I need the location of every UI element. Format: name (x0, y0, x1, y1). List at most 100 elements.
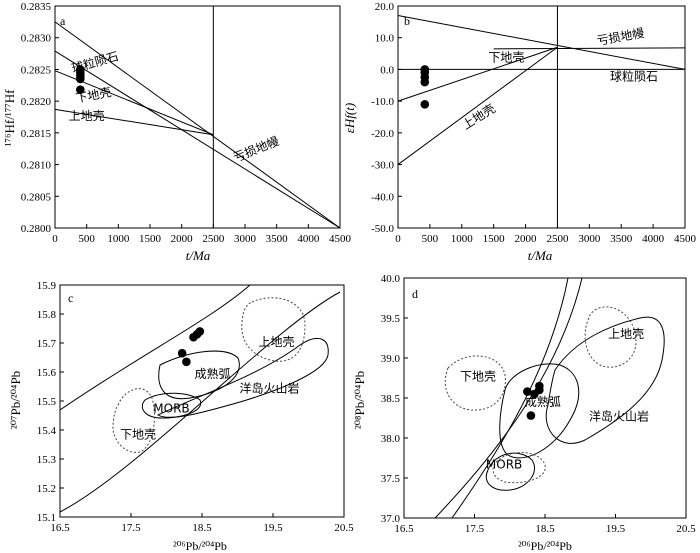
field-label: 亏损地幔 (595, 25, 645, 48)
field-label: 洋岛火山岩 (239, 380, 299, 395)
y-tick-label: 0.2800 (21, 223, 52, 235)
x-tick-label: 18.5 (535, 523, 555, 535)
panel-a-hf-isotope-chart: 0 500 1000 1500 2000 2500 3000 3500 4000 4500 0.28… (2, 1, 352, 263)
y-tick-label: 15.9 (37, 280, 57, 292)
panel-b-letter: b (404, 14, 410, 28)
field-label: 洋岛火山岩 (589, 408, 649, 423)
y-tick-label: 37.5 (381, 473, 401, 485)
y-tick-label: 15.4 (37, 425, 57, 437)
x-tick-label: 500 (422, 233, 439, 245)
panel-d-pb208-chart: 16.5 17.5 18.5 19.5 20.5 37.0 37.5 38.0 38.5 39.0… (352, 273, 696, 553)
x-tick-label: 17.5 (121, 522, 141, 534)
y-tick-label: 20.0 (375, 1, 395, 13)
panel-c-xlabel: ²⁰⁶Pb/²⁰⁴Pb (173, 539, 227, 553)
y-tick-label: 39.0 (381, 353, 401, 365)
series-line-upper-crust (54, 108, 214, 136)
y-tick-label: 0.2805 (21, 191, 52, 203)
panel-c-mature-arc-field (158, 350, 240, 400)
panel-a-letter: a (60, 14, 66, 28)
data-point (76, 74, 85, 84)
x-tick-label: 0 (52, 233, 58, 245)
panel-d-ylabel: ²⁰⁸Pb/²⁰⁴Pb (352, 371, 367, 429)
y-tick-label: 15.1 (37, 512, 56, 524)
y-tick-label: 38.5 (381, 393, 401, 405)
y-tick-label: 38.0 (381, 433, 401, 445)
x-tick-label: 500 (78, 233, 95, 245)
y-tick-label: -20.0 (371, 128, 394, 140)
y-tick-label: 0.2820 (21, 96, 52, 108)
x-tick-label: 2500 (546, 233, 569, 245)
y-tick-label: -10.0 (371, 96, 394, 108)
field-label: 上地壳 (259, 335, 295, 349)
series-line-lower-crust (397, 46, 558, 102)
panel-c-evolution-lower (59, 291, 341, 513)
y-tick-label: -40.0 (371, 191, 394, 203)
y-tick-label: 15.3 (37, 454, 57, 466)
y-tick-label: 0.2835 (21, 1, 52, 13)
x-tick-label: 4500 (674, 233, 697, 245)
x-tick-label: 16.5 (50, 522, 70, 534)
x-tick-label: 17.5 (465, 523, 485, 535)
data-point (523, 387, 532, 396)
panel-d-mature-arc-field (499, 363, 580, 459)
y-tick-label: -50.0 (371, 223, 394, 235)
panel-d-evolution-upper (451, 277, 569, 519)
x-tick-label: 20.5 (676, 523, 696, 535)
field-label: 下地壳 (460, 369, 496, 383)
x-tick-label: 0 (395, 233, 401, 245)
panel-c-morb-field (141, 392, 202, 419)
y-tick-label: 15.5 (37, 396, 57, 408)
field-label: 上地壳 (460, 101, 498, 132)
panel-b-xlabel: t/Ma (528, 248, 553, 263)
panel-b-ylabel: εHf(t) (342, 103, 357, 133)
x-tick-label: 16.5 (394, 523, 414, 535)
panel-d-morb-field (485, 452, 535, 491)
x-tick-label: 3500 (266, 233, 289, 245)
field-label: 下地壳 (120, 428, 156, 442)
x-tick-label: 3000 (578, 233, 601, 245)
x-tick-label: 18.5 (192, 522, 212, 534)
x-tick-label: 1000 (107, 233, 130, 245)
data-point (177, 348, 187, 358)
data-point (189, 332, 198, 342)
y-tick-label: 0.2815 (21, 128, 52, 140)
y-tick-label: 39.5 (381, 313, 401, 325)
y-tick-label: 15.8 (37, 309, 57, 321)
panel-a-xlabel: t/Ma (186, 248, 211, 263)
x-tick-label: 20.5 (334, 522, 354, 534)
series-line-chondrite (54, 50, 341, 229)
panel-b-epsilon-hf-chart: 0 500 1000 1500 2000 2500 3000 3500 4000 4500 20.0… (342, 1, 697, 263)
y-tick-label: 10.0 (375, 33, 395, 45)
panel-d-evolution-lower (434, 277, 583, 519)
x-tick-label: 2500 (202, 233, 225, 245)
panel-d-morb-inner-field (492, 452, 546, 484)
series-line-depleted-mantle (397, 15, 686, 70)
field-label: 下地壳 (488, 51, 524, 65)
panel-d-letter: d (412, 287, 418, 301)
series-line-extension (493, 47, 686, 50)
y-tick-label: 40.0 (381, 273, 401, 285)
panel-a-plot-frame (54, 5, 341, 229)
data-point (420, 100, 430, 109)
field-label: MORB (486, 457, 522, 471)
y-tick-label: 15.2 (37, 483, 56, 495)
field-label: 上地壳 (69, 109, 105, 123)
x-tick-label: 4500 (329, 233, 352, 245)
panel-d-lower-crust-field (444, 355, 506, 411)
data-point (420, 77, 430, 87)
panel-c-lower-crust-field (112, 388, 155, 453)
panel-c-evolution-upper (59, 284, 251, 411)
panel-b-plot-frame (397, 5, 686, 229)
data-point (535, 381, 544, 391)
panel-c-letter: c (68, 291, 73, 305)
x-tick-label: 4000 (642, 233, 665, 245)
panel-c-ylabel: ²⁰⁷Pb/²⁰⁴Pb (8, 371, 23, 429)
y-tick-label: 37.0 (381, 513, 401, 525)
x-tick-label: 19.5 (263, 522, 283, 534)
panel-d-upper-crust-field (584, 306, 637, 368)
y-tick-label: 15.7 (37, 338, 57, 350)
data-point (182, 357, 191, 367)
x-tick-label: 19.5 (606, 523, 626, 535)
x-tick-label: 4000 (297, 233, 320, 245)
